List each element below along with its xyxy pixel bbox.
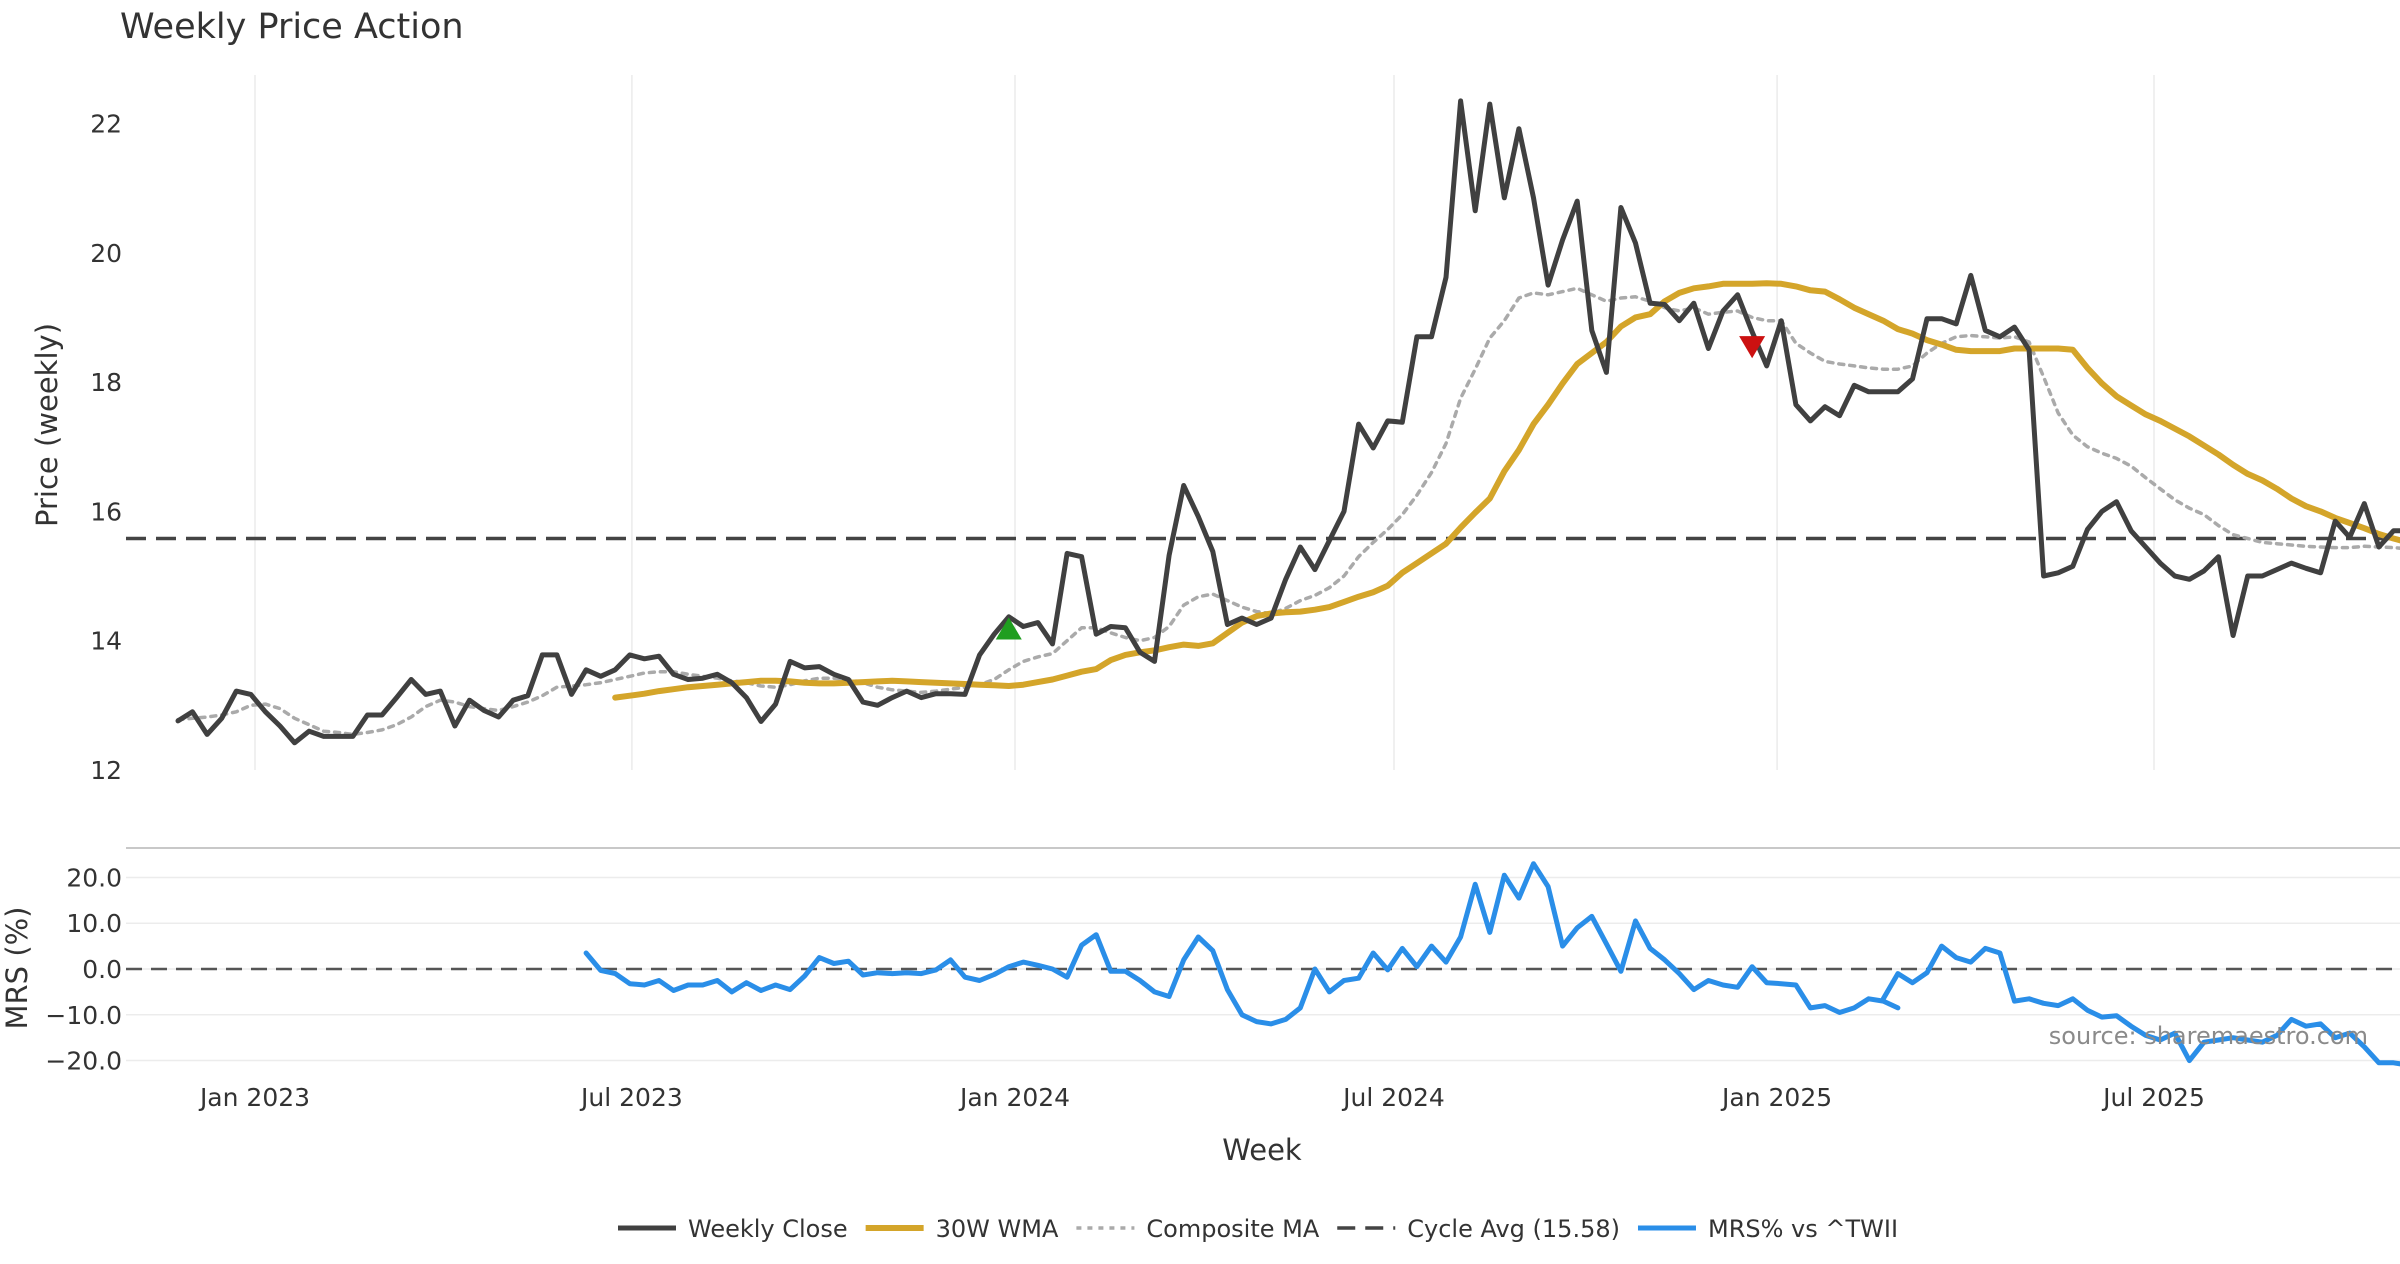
sell-signal-marker <box>1739 336 1766 359</box>
series-layer <box>175 98 2400 1067</box>
marker-layer <box>995 336 1766 640</box>
chart-title: Weekly Price Action <box>120 7 464 47</box>
price-y-axis-title: Price (weekly) <box>30 323 64 527</box>
price-y-tick-label: 18 <box>90 368 122 397</box>
mrs-line <box>583 861 1901 1027</box>
grid-layer <box>126 75 2400 1062</box>
legend-item-composite-ma: Composite MA <box>1076 1215 1320 1243</box>
price-y-tick-label: 12 <box>90 756 122 785</box>
x-tick-label: Jul 2024 <box>1341 1083 1445 1112</box>
legend-item-mrs: MRS% vs ^TWII <box>1637 1215 1898 1243</box>
legend-label: Composite MA <box>1146 1215 1319 1243</box>
axis-layer: Weekly Price Action Price (weekly) MRS (… <box>0 7 2368 1167</box>
mrs-y-tick-label: −10.0 <box>45 1001 122 1030</box>
legend-label: 30W WMA <box>936 1215 1059 1243</box>
source-label: source: sharemaestro.com <box>2049 1022 2368 1050</box>
weekly-close-line <box>175 98 2400 746</box>
legend-item-cycle-avg: Cycle Avg (15.58) <box>1337 1215 1620 1243</box>
legend-label: Cycle Avg (15.58) <box>1407 1215 1620 1243</box>
price-y-tick-label: 16 <box>90 497 122 526</box>
x-tick-label: Jul 2023 <box>579 1083 683 1112</box>
price-y-tick-label: 14 <box>90 627 122 656</box>
price-y-tick-label: 20 <box>90 239 122 268</box>
x-tick-label: Jan 2023 <box>198 1083 310 1112</box>
buy-signal-marker <box>995 617 1022 640</box>
x-axis-title: Week <box>1222 1133 1302 1167</box>
x-tick-label: Jul 2025 <box>2101 1083 2205 1112</box>
legend: Weekly Close 30W WMA Composite MA Cycle Avg… <box>618 1215 1898 1243</box>
legend-label: MRS% vs ^TWII <box>1708 1215 1898 1243</box>
mrs-y-tick-label: 10.0 <box>66 909 122 938</box>
mrs-y-axis-title: MRS (%) <box>0 907 34 1030</box>
tick-layer: Jan 2023 Jul 2023 Jan 2024 Jul 2024 Jan 2025… <box>45 109 2204 1112</box>
x-tick-label: Jan 2024 <box>958 1083 1070 1112</box>
reference-layer <box>126 536 2400 971</box>
legend-item-weekly-close: Weekly Close <box>618 1215 848 1243</box>
price-y-tick-label: 22 <box>90 109 122 138</box>
x-tick-label: Jan 2025 <box>1720 1083 1832 1112</box>
composite-ma-line <box>176 286 2400 737</box>
mrs-line <box>1880 943 2400 1067</box>
mrs-y-tick-label: −20.0 <box>45 1047 122 1076</box>
legend-item-wma: 30W WMA <box>865 1215 1059 1243</box>
wma-30w-line <box>612 280 2400 701</box>
legend-label: Weekly Close <box>688 1215 848 1243</box>
mrs-y-tick-label: 20.0 <box>66 863 122 892</box>
mrs-y-tick-label: 0.0 <box>82 955 122 984</box>
